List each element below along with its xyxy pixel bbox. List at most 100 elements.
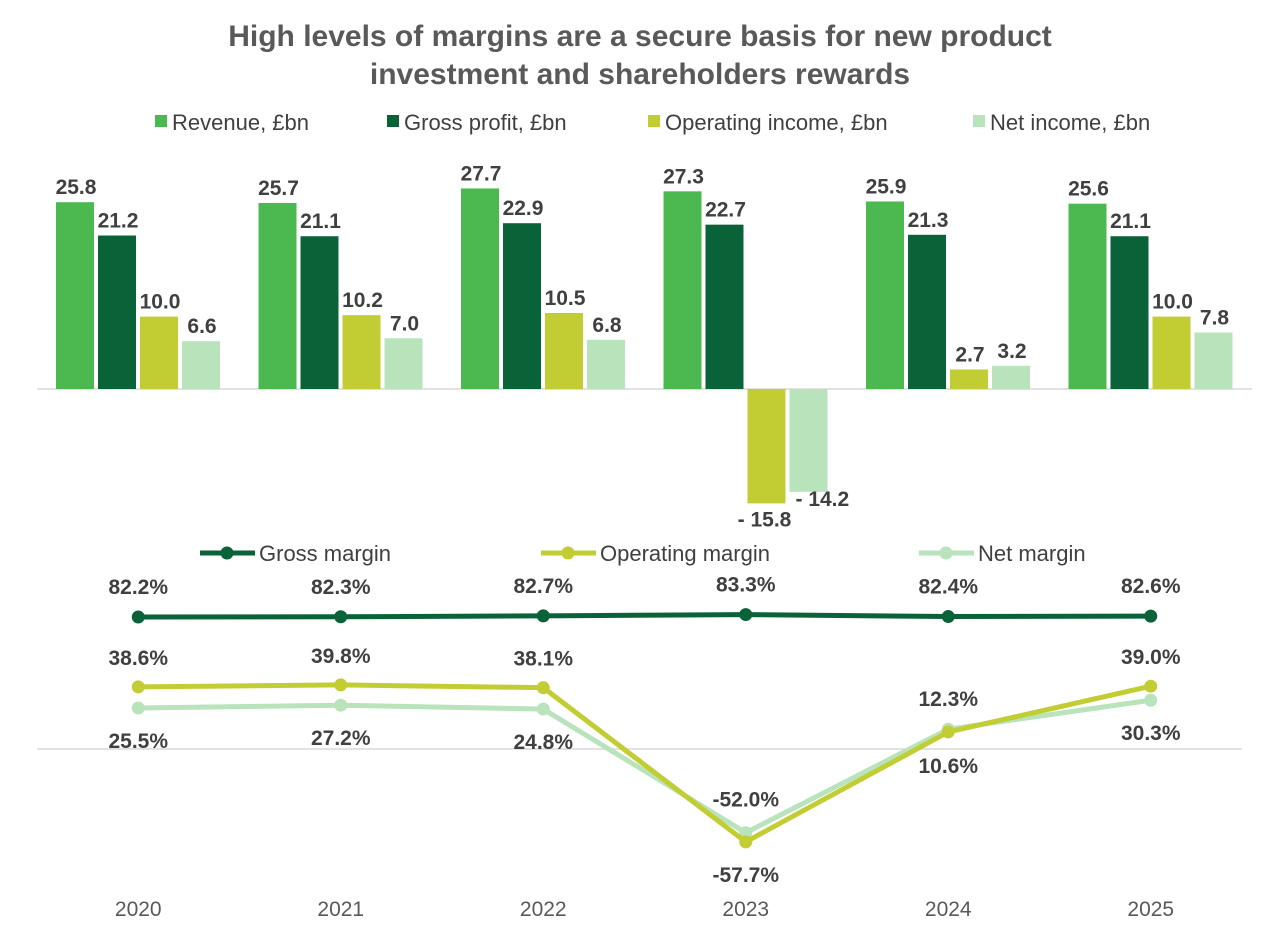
- bar-data-label: 3.2: [997, 340, 1026, 363]
- line-marker-2020: [131, 680, 145, 694]
- bar-data-label: 25.7: [258, 177, 299, 200]
- x-axis-tick-label: 2020: [115, 898, 162, 921]
- legend-item-3: Net income, £bn: [973, 110, 1150, 135]
- x-axis-tick-label: 2023: [722, 898, 769, 921]
- bar-2022-s0: [461, 188, 499, 389]
- legend-swatch: [973, 115, 985, 127]
- bar-2025-s0: [1068, 203, 1107, 389]
- line-legend-marker: [220, 546, 234, 560]
- legend-swatch: [155, 115, 167, 127]
- line-data-label: 27.2%: [311, 727, 371, 750]
- line-marker-2020: [131, 610, 145, 624]
- line-marker-2021: [334, 678, 348, 692]
- x-axis-tick-label: 2025: [1127, 898, 1174, 921]
- bar-2022-s1: [503, 223, 541, 389]
- legend-label: Net income, £bn: [990, 110, 1150, 135]
- bar-data-label: 22.7: [705, 199, 746, 222]
- line-data-label: 12.3%: [918, 688, 978, 711]
- line-legend-item-0: Gross margin: [200, 541, 391, 566]
- chart-title-line-2: investment and shareholders rewards: [369, 58, 911, 91]
- line-data-label: 82.6%: [1121, 575, 1181, 598]
- line-marker-2025: [1144, 679, 1158, 693]
- line-gross-margin: [138, 612, 1151, 620]
- bar-2020-s1: [98, 235, 136, 389]
- bar-2023-s0: [663, 191, 702, 389]
- line-legend-label: Net margin: [978, 541, 1086, 566]
- bar-data-label: 21.3: [908, 209, 949, 232]
- line-data-label: 83.3%: [716, 574, 776, 597]
- legend-label: Gross profit, £bn: [404, 110, 567, 135]
- bar-2024-s3: [992, 365, 1030, 389]
- bar-data-label: 25.6: [1068, 178, 1109, 201]
- legend-item-2: Operating income, £bn: [648, 110, 888, 135]
- bar-2024-s2: [950, 369, 988, 389]
- line-data-label: 10.6%: [918, 755, 978, 778]
- bar-data-label: 6.6: [187, 315, 216, 338]
- line-legend-marker: [939, 546, 953, 560]
- line-data-label: 24.8%: [513, 731, 573, 754]
- line-marker-2021: [334, 610, 348, 624]
- bar-2021-s0: [258, 202, 297, 389]
- bar-data-label: 25.8: [56, 176, 97, 199]
- bar-2020-s0: [56, 202, 94, 389]
- bar-data-label: 27.7: [461, 162, 502, 185]
- bar-2022-s2: [545, 312, 583, 389]
- bar-2023-s2: [747, 389, 786, 504]
- bar-data-label: - 15.8: [738, 508, 792, 531]
- line-data-label: 38.1%: [513, 648, 573, 671]
- bar-data-label: 2.7: [955, 343, 984, 366]
- bar-2023-s3: [789, 389, 828, 492]
- line-data-label: -52.0%: [712, 789, 779, 812]
- line-data-label: 39.0%: [1121, 646, 1181, 669]
- chart-title-line-1: High levels of margins are a secure basi…: [228, 20, 1052, 53]
- bar-data-label: 27.3: [663, 165, 704, 188]
- bar-2021-s1: [300, 236, 339, 389]
- line-legend-marker: [561, 546, 575, 560]
- line-data-label: 38.6%: [108, 647, 168, 670]
- line-data-label: 82.2%: [108, 576, 168, 599]
- line-legend-label: Gross margin: [259, 541, 391, 566]
- line-marker-2022: [536, 609, 550, 623]
- bar-2025-s2: [1152, 316, 1191, 389]
- legend-item-0: Revenue, £bn: [155, 110, 309, 135]
- bar-data-label: 10.2: [342, 289, 383, 312]
- bar-data-label: 21.1: [300, 210, 341, 233]
- bar-2022-s3: [587, 339, 625, 389]
- line-data-label: 39.8%: [311, 645, 371, 668]
- bar-2021-s2: [342, 315, 381, 389]
- bar-data-label: - 14.2: [796, 488, 850, 511]
- bar-2021-s3: [384, 338, 423, 389]
- line-marker-2023: [739, 835, 753, 849]
- bar-data-label: 10.0: [1152, 291, 1193, 314]
- line-legend-item-2: Net margin: [919, 541, 1086, 566]
- bar-data-label: 7.8: [1200, 307, 1230, 330]
- bar-data-label: 10.5: [545, 287, 586, 310]
- line-legend-item-1: Operating margin: [541, 541, 770, 566]
- bar-2024-s1: [908, 234, 946, 389]
- line-marker-2022: [536, 702, 550, 716]
- line-data-label: 82.7%: [513, 575, 573, 598]
- line-marker-2025: [1144, 609, 1158, 623]
- bar-data-label: 25.9: [866, 175, 907, 198]
- bar-2024-s0: [866, 201, 904, 389]
- line-marker-2023: [739, 608, 753, 622]
- bar-2023-s1: [705, 224, 744, 389]
- bar-2025-s1: [1110, 236, 1149, 389]
- line-marker-2023: [739, 826, 753, 840]
- legend-item-1: Gross profit, £bn: [387, 110, 567, 135]
- line-marker-2025: [1144, 693, 1158, 707]
- line-marker-2021: [334, 698, 348, 712]
- x-axis-tick-label: 2024: [925, 898, 972, 921]
- line-marker-2024: [941, 725, 955, 739]
- legend-swatch: [648, 115, 660, 127]
- bar-data-label: 21.2: [98, 210, 139, 233]
- legend-label: Operating income, £bn: [665, 110, 888, 135]
- bar-data-label: 10.0: [140, 291, 181, 314]
- bar-2025-s3: [1194, 332, 1233, 389]
- bar-data-label: 21.1: [1110, 210, 1151, 233]
- bar-data-label: 6.8: [592, 314, 622, 337]
- line-marker-2020: [131, 701, 145, 715]
- line-data-label: 82.3%: [311, 576, 371, 599]
- bar-2020-s2: [140, 316, 178, 389]
